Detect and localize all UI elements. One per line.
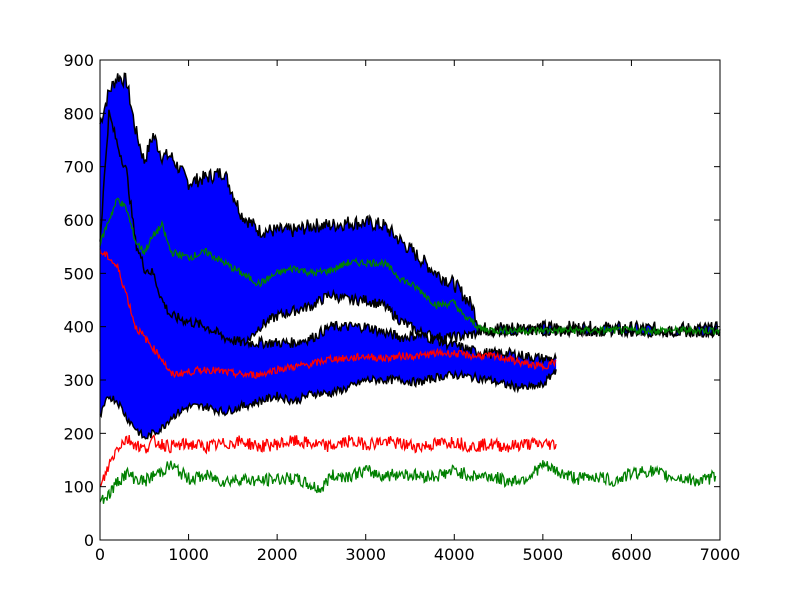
red-mean-line <box>99 248 557 380</box>
x-tick-label: 6000 <box>611 545 652 564</box>
band-red-mean-fill <box>100 109 557 439</box>
x-tick-label: 4000 <box>434 545 475 564</box>
plot-area <box>99 72 721 504</box>
y-tick-label: 200 <box>63 424 94 443</box>
x-tick-label: 3000 <box>345 545 386 564</box>
y-tick-label: 900 <box>63 51 94 70</box>
red-lower-line <box>99 434 557 487</box>
y-tick-label: 500 <box>63 264 94 283</box>
band-red-mean-upper-edge <box>99 109 557 364</box>
band-red-mean-lower-edge <box>99 367 557 440</box>
green-mean-line <box>99 197 721 337</box>
y-tick-label: 600 <box>63 211 94 230</box>
y-tick-label: 100 <box>63 478 94 497</box>
y-tick-label: 300 <box>63 371 94 390</box>
green-lower-line <box>99 460 717 504</box>
x-tick-label: 0 <box>95 545 105 564</box>
axes-frame <box>99 59 721 541</box>
x-tick-label: 5000 <box>522 545 563 564</box>
x-tick-label: 7000 <box>700 545 741 564</box>
y-tick-label: 400 <box>63 318 94 337</box>
x-tick-label: 2000 <box>257 545 298 564</box>
y-tick-label: 800 <box>63 104 94 123</box>
y-tick-label: 700 <box>63 158 94 177</box>
y-axis: 0 100 200 300 400 500 600 700 800 900 <box>63 51 720 550</box>
x-axis: 0 1000 2000 3000 4000 5000 6000 7000 <box>95 60 740 564</box>
x-tick-label: 1000 <box>168 545 209 564</box>
y-tick-label: 0 <box>84 531 94 550</box>
